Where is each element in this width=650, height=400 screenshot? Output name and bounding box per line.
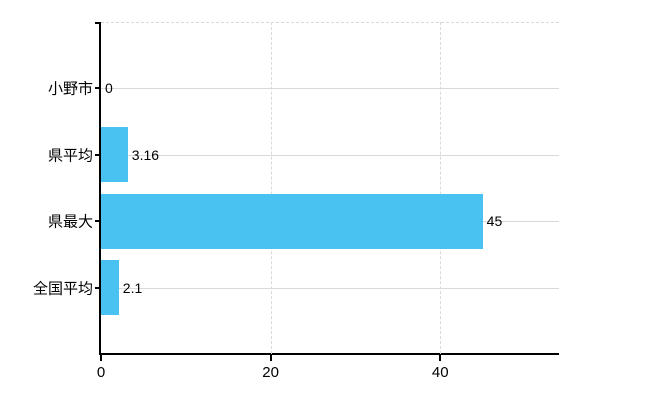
plot-top-border <box>101 22 559 23</box>
category-label: 小野市 <box>47 80 93 98</box>
x-axis-line <box>99 353 559 355</box>
category-label: 県最大 <box>47 213 93 231</box>
value-label: 2.1 <box>122 279 143 296</box>
value-label: 45 <box>486 213 503 230</box>
value-label: 0 <box>105 80 113 97</box>
gridline-vertical <box>270 22 272 354</box>
gridline-horizontal <box>101 287 559 289</box>
x-tick-label: 20 <box>262 364 279 381</box>
value-label: 3.16 <box>131 146 160 163</box>
x-axis-tick <box>269 355 272 361</box>
bar <box>101 260 119 316</box>
category-label: 全国平均 <box>32 280 93 298</box>
gridline-horizontal <box>101 88 559 90</box>
y-axis-tick <box>95 286 101 289</box>
bar <box>101 193 483 249</box>
x-tick-label: 0 <box>96 364 106 381</box>
gridline-horizontal <box>101 154 559 156</box>
category-label: 県平均 <box>47 147 93 165</box>
x-axis-tick <box>439 355 442 361</box>
y-axis-tick <box>95 22 101 24</box>
bar <box>101 127 128 183</box>
y-axis-tick <box>95 87 101 90</box>
y-axis-tick <box>95 220 101 223</box>
y-axis-tick <box>95 153 101 156</box>
x-axis-tick <box>100 355 102 361</box>
x-tick-label: 40 <box>431 364 449 381</box>
gridline-vertical <box>440 22 442 354</box>
y-axis-line <box>99 22 101 354</box>
